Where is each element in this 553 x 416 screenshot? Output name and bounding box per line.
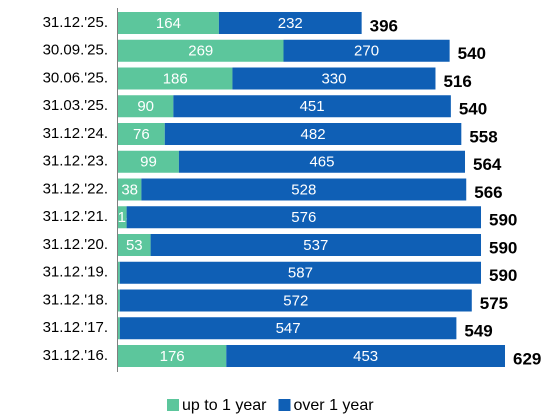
bar-segment — [118, 178, 142, 201]
bar-segment — [164, 123, 462, 145]
bar-segment — [118, 289, 120, 312]
total-label: 564 — [473, 155, 502, 174]
bar-segment — [119, 317, 457, 340]
bar-segment — [150, 234, 482, 256]
bar-segment — [118, 261, 120, 284]
total-label: 590 — [489, 238, 517, 257]
total-label: 629 — [513, 349, 541, 368]
total-label: 540 — [459, 100, 487, 119]
category-label: 31.12.'22. — [43, 180, 108, 197]
bar-segment — [173, 95, 451, 118]
total-label: 590 — [489, 266, 517, 285]
bar-segment — [283, 39, 450, 62]
category-label: 31.12.'18. — [43, 291, 108, 308]
bar-segment — [119, 289, 472, 312]
total-label: 558 — [469, 127, 497, 146]
segment-label: 186 — [163, 70, 188, 87]
total-label: 540 — [458, 44, 486, 63]
category-label: 31.12.'24. — [43, 125, 108, 142]
category-label: 30.06.'25. — [43, 69, 108, 86]
legend-label: over 1 year — [294, 397, 375, 414]
segment-label: 164 — [156, 15, 181, 32]
segment-label: 482 — [301, 126, 326, 143]
segment-label: 176 — [160, 348, 185, 365]
bar-segment — [118, 95, 174, 118]
segment-label: 38 — [121, 181, 138, 198]
total-label: 566 — [474, 183, 502, 202]
bar-segment — [118, 234, 151, 256]
bar-segment — [141, 178, 467, 201]
category-label: 31.12.'21. — [43, 208, 108, 225]
segment-label: 90 — [137, 98, 154, 115]
bar-segment — [218, 12, 362, 34]
category-label: 31.12.'19. — [43, 264, 108, 281]
segment-label: 270 — [354, 43, 379, 60]
segment-label: 99 — [140, 154, 157, 171]
segment-label: 232 — [278, 15, 303, 32]
total-label: 590 — [489, 211, 517, 230]
segment-label: 451 — [300, 98, 325, 115]
segment-label: 330 — [321, 70, 346, 87]
total-label: 575 — [480, 294, 508, 313]
bar-segment — [118, 67, 233, 90]
segment-label: 537 — [303, 237, 328, 254]
category-label: 31.12.'23. — [43, 153, 108, 170]
segment-label: 587 — [288, 265, 313, 282]
bar-segment — [118, 39, 284, 62]
bar-segment — [119, 261, 482, 284]
segment-label: 453 — [353, 348, 378, 365]
segment-label: 572 — [283, 292, 308, 309]
segment-label: 547 — [276, 320, 301, 337]
legend-swatch — [278, 399, 291, 411]
segment-label: 528 — [291, 181, 316, 198]
segment-label: 269 — [188, 43, 213, 60]
segment-label: 53 — [126, 237, 143, 254]
bar-segment — [118, 150, 179, 173]
total-label: 396 — [370, 16, 398, 35]
legend-label: up to 1 year — [182, 397, 267, 414]
bar-segment — [226, 345, 505, 367]
bar-segment — [118, 12, 219, 34]
category-label: 31.12.'17. — [43, 319, 108, 336]
legend-swatch — [167, 399, 179, 411]
category-label: 31.03.'25. — [43, 97, 108, 114]
category-label: 30.09.'25. — [43, 42, 108, 59]
category-label: 31.12.'20. — [43, 236, 108, 253]
total-label: 516 — [443, 72, 471, 91]
bar-segment — [118, 345, 227, 367]
bar-segment — [178, 150, 466, 173]
total-label: 549 — [464, 322, 492, 341]
category-label: 31.12.'16. — [43, 347, 108, 364]
segment-label: 76 — [133, 126, 150, 143]
bar-segment — [118, 317, 120, 340]
segment-label: 576 — [291, 209, 316, 226]
segment-label: 465 — [309, 154, 334, 171]
bar-segment — [232, 67, 436, 90]
bar-segment — [118, 123, 165, 145]
category-label: 31.12.'25. — [43, 14, 108, 31]
bar-segment — [118, 206, 127, 229]
bar-segment — [126, 206, 482, 229]
